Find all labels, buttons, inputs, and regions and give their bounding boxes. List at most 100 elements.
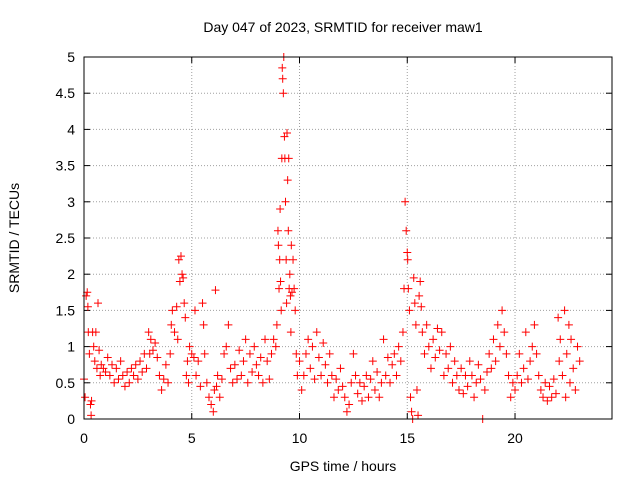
data-point <box>312 328 321 337</box>
data-point <box>199 320 208 329</box>
data-point <box>190 306 199 315</box>
y-tick-label: 2.5 <box>56 230 76 246</box>
data-point <box>415 291 424 300</box>
grid-lines <box>84 57 612 419</box>
data-point <box>108 360 117 369</box>
data-point <box>571 386 580 395</box>
data-point <box>396 357 405 366</box>
data-point <box>575 357 584 366</box>
data-point <box>276 205 285 214</box>
data-point <box>353 389 362 398</box>
data-point <box>429 335 438 344</box>
data-point <box>272 320 281 329</box>
data-point <box>144 328 153 337</box>
data-point <box>426 364 435 373</box>
data-point <box>282 255 291 264</box>
data-point <box>181 313 190 322</box>
data-point <box>536 386 545 395</box>
data-point <box>269 335 278 344</box>
data-point <box>180 299 189 308</box>
data-point <box>416 277 425 286</box>
data-point <box>402 226 411 235</box>
data-point <box>168 306 177 315</box>
data-point <box>274 241 283 250</box>
data-point <box>96 371 105 380</box>
y-tick-label: 5 <box>67 49 75 65</box>
data-point <box>567 335 576 344</box>
data-point <box>217 375 226 384</box>
data-point <box>517 378 526 387</box>
data-point <box>452 371 461 380</box>
data-point <box>383 353 392 362</box>
data-point <box>306 364 315 373</box>
data-point <box>534 371 543 380</box>
data-point <box>329 393 338 402</box>
data-point <box>230 360 239 369</box>
data-point <box>81 393 90 402</box>
data-point <box>136 357 145 366</box>
data-point <box>470 393 479 402</box>
data-point <box>422 320 431 329</box>
data-point <box>543 396 552 405</box>
data-point <box>515 349 524 358</box>
data-point <box>200 349 209 358</box>
data-point <box>283 176 292 185</box>
data-point <box>495 342 504 351</box>
data-point <box>504 371 513 380</box>
data-point <box>392 371 401 380</box>
data-point <box>97 360 106 369</box>
data-point <box>327 371 336 380</box>
data-point <box>433 324 442 333</box>
data-point <box>547 393 556 402</box>
data-point <box>101 367 110 376</box>
data-point <box>444 364 453 373</box>
data-point <box>403 255 412 264</box>
data-point <box>211 286 220 295</box>
data-point <box>179 273 188 282</box>
y-tick-label: 1.5 <box>56 302 76 318</box>
data-point <box>406 393 415 402</box>
data-point <box>252 360 261 369</box>
data-point <box>174 255 183 264</box>
data-point <box>99 364 108 373</box>
x-tick-label: 5 <box>188 430 196 446</box>
data-point <box>560 306 569 315</box>
data-point <box>285 270 294 279</box>
data-point <box>172 302 181 311</box>
data-point <box>418 328 427 337</box>
data-point <box>290 284 299 293</box>
data-point <box>286 328 295 337</box>
data-point <box>424 342 433 351</box>
data-point <box>239 357 248 366</box>
data-point <box>480 386 489 395</box>
data-point <box>308 342 317 351</box>
data-point <box>414 411 423 420</box>
data-point <box>275 284 284 293</box>
data-point <box>209 407 218 416</box>
data-point <box>569 364 578 373</box>
data-point <box>233 375 242 384</box>
data-point <box>454 386 463 395</box>
data-point <box>292 349 301 358</box>
data-point <box>442 349 451 358</box>
data-point <box>345 400 354 409</box>
data-point <box>498 306 507 315</box>
data-point <box>125 378 134 387</box>
data-point <box>148 346 157 355</box>
data-point <box>467 371 476 380</box>
data-point <box>394 342 403 351</box>
data-point <box>187 349 196 358</box>
data-point <box>342 407 351 416</box>
data-point <box>105 371 114 380</box>
data-point <box>278 63 287 72</box>
data-point <box>301 349 310 358</box>
x-axis-title: GPS time / hours <box>290 458 397 474</box>
data-point <box>459 389 468 398</box>
data-point <box>279 89 288 98</box>
data-point <box>332 375 341 384</box>
data-point <box>334 386 343 395</box>
data-point <box>90 357 99 366</box>
data-point <box>325 349 334 358</box>
data-point <box>138 367 147 376</box>
data-point <box>409 273 418 282</box>
